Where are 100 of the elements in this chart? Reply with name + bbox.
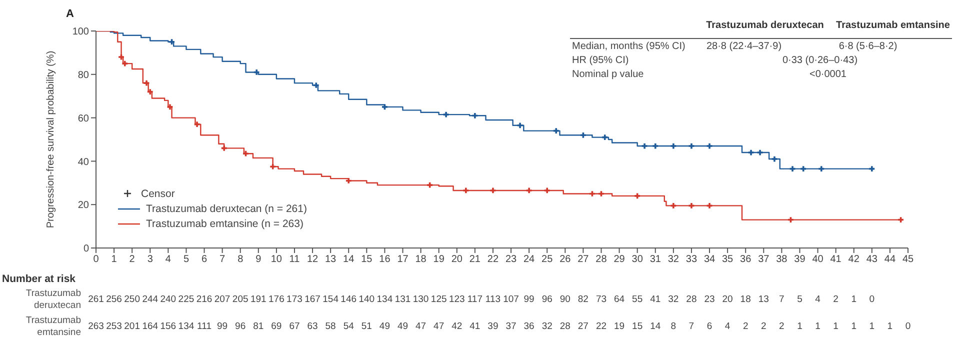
x-tick-label: 35 [722,254,734,266]
text: 261 256 250 244 240 225 216 207 205 191 176 173 167 154 146 140 134 131 130 125 123 117 113 107 99 96 90 82 73 64 55 41 32 28 23 20 18 13 7 5 4 2 1 0 [88,294,875,305]
x-tick-label: 5 [183,254,190,266]
x-tick-label: 31 [650,254,662,266]
point [490,188,496,194]
y-axis-title: Progression-free survival probability (%) [46,50,57,228]
point [122,60,128,66]
point [544,188,550,194]
point [382,104,388,110]
point [642,143,648,149]
x-tick-label: 26 [560,254,572,266]
y-tick-label: 20 [78,200,90,212]
point [748,150,754,156]
x-tick-label: 25 [542,254,554,266]
x-tick-label: 36 [740,254,752,266]
x-tick-label: 20 [451,254,463,266]
chart-title: A [66,8,74,20]
x-tick-label: 24 [524,254,536,266]
x-tick-label: 22 [487,254,499,266]
point [221,145,227,151]
point [757,150,763,156]
point [818,166,824,172]
point [706,143,712,149]
point [463,188,469,194]
point [472,112,478,118]
x-tick-label: 40 [812,254,824,266]
annotation: 6·8 (5·6–8·2) [838,41,898,52]
x-tick-label: 29 [614,254,626,266]
x-tick-label: 27 [578,254,590,266]
x-tick-label: 32 [668,254,680,266]
x-tick-label: 33 [686,254,698,266]
point [526,188,532,194]
point [670,203,676,208]
point [443,112,449,118]
point [706,203,712,208]
x-tick-label: 2 [129,254,136,266]
x-tick-label: 41 [830,254,842,266]
x-tick-label: 17 [397,254,409,266]
x-tick-label: 11 [289,254,300,266]
x-tick-label: 0 [93,254,100,266]
x-tick-label: 42 [848,254,860,266]
point [243,150,248,156]
x-tick-label: 19 [433,254,445,266]
annotation: HR (95% CI) [572,55,629,66]
x-tick-label: 14 [343,254,355,266]
text: Trastuzumab deruxtecan [24,288,81,312]
y-tick-label: 0 [83,244,90,255]
x-tick-label: 34 [704,254,716,266]
x-tick-label: 28 [596,254,608,266]
x-tick-label: 18 [415,254,427,266]
x-tick-label: 38 [776,254,788,266]
x-tick-label: 39 [794,254,806,266]
point [869,166,875,172]
x-tick-label: 23 [505,254,518,266]
point [772,156,778,162]
legend-label: Trastuzumab emtansine (n = 263) [146,218,304,230]
point [634,193,640,199]
x-tick-label: 15 [361,254,373,266]
annotation: <0·0001 [810,69,846,80]
point [688,143,694,149]
point [254,70,260,75]
x-tick-label: 13 [325,254,337,266]
x-tick-label: 9 [256,254,262,266]
point [553,128,559,134]
point [147,89,153,94]
text: Number at risk [2,273,76,285]
annotation: 0·33 (0·26–0·43) [782,55,858,66]
point [652,143,658,149]
text: Trastuzumab emtansine [24,315,81,339]
x-tick-label: 7 [220,254,226,266]
x-tick-label: 37 [758,254,770,266]
x-tick-label: 21 [469,254,481,266]
annotation: Trastuzumab deruxtecan [706,20,824,31]
x-tick-label: 8 [238,254,244,266]
point [144,80,150,86]
x-tick-label: 1 [111,254,118,266]
x-tick-label: 30 [632,254,644,266]
point [517,122,523,128]
point [790,166,796,172]
point [688,203,694,208]
y-tick-label: 100 [72,26,90,38]
annotation: Median, months (95% CI) [572,41,686,52]
x-tick-label: 16 [379,254,391,266]
point [670,143,676,149]
x-tick-label: 44 [884,254,896,266]
point [346,178,352,184]
legend-label: Trastuzumab deruxtecan (n = 261) [146,202,307,214]
point [194,122,200,127]
y-tick-label: 80 [78,70,90,81]
point [427,182,433,188]
annotation: Nominal p value [572,69,644,80]
x-tick-label: 45 [902,254,914,266]
y-tick-label: 40 [78,156,90,168]
annotation: Censor [141,188,175,200]
point [270,164,276,170]
text: 263 253 201 164 156 134 111 99 96 81 69 67 63 58 54 51 49 49 47 47 42 41 39 37 36 32 28 27 22 19 15 14 8 7 6 4 2 2 2 1 1 1 1 1 1 0 [88,321,911,332]
point [118,54,124,60]
annotation: Trastuzumab emtansine [836,20,950,31]
x-tick-label: 43 [866,254,878,266]
y-tick-label: 60 [78,113,90,124]
